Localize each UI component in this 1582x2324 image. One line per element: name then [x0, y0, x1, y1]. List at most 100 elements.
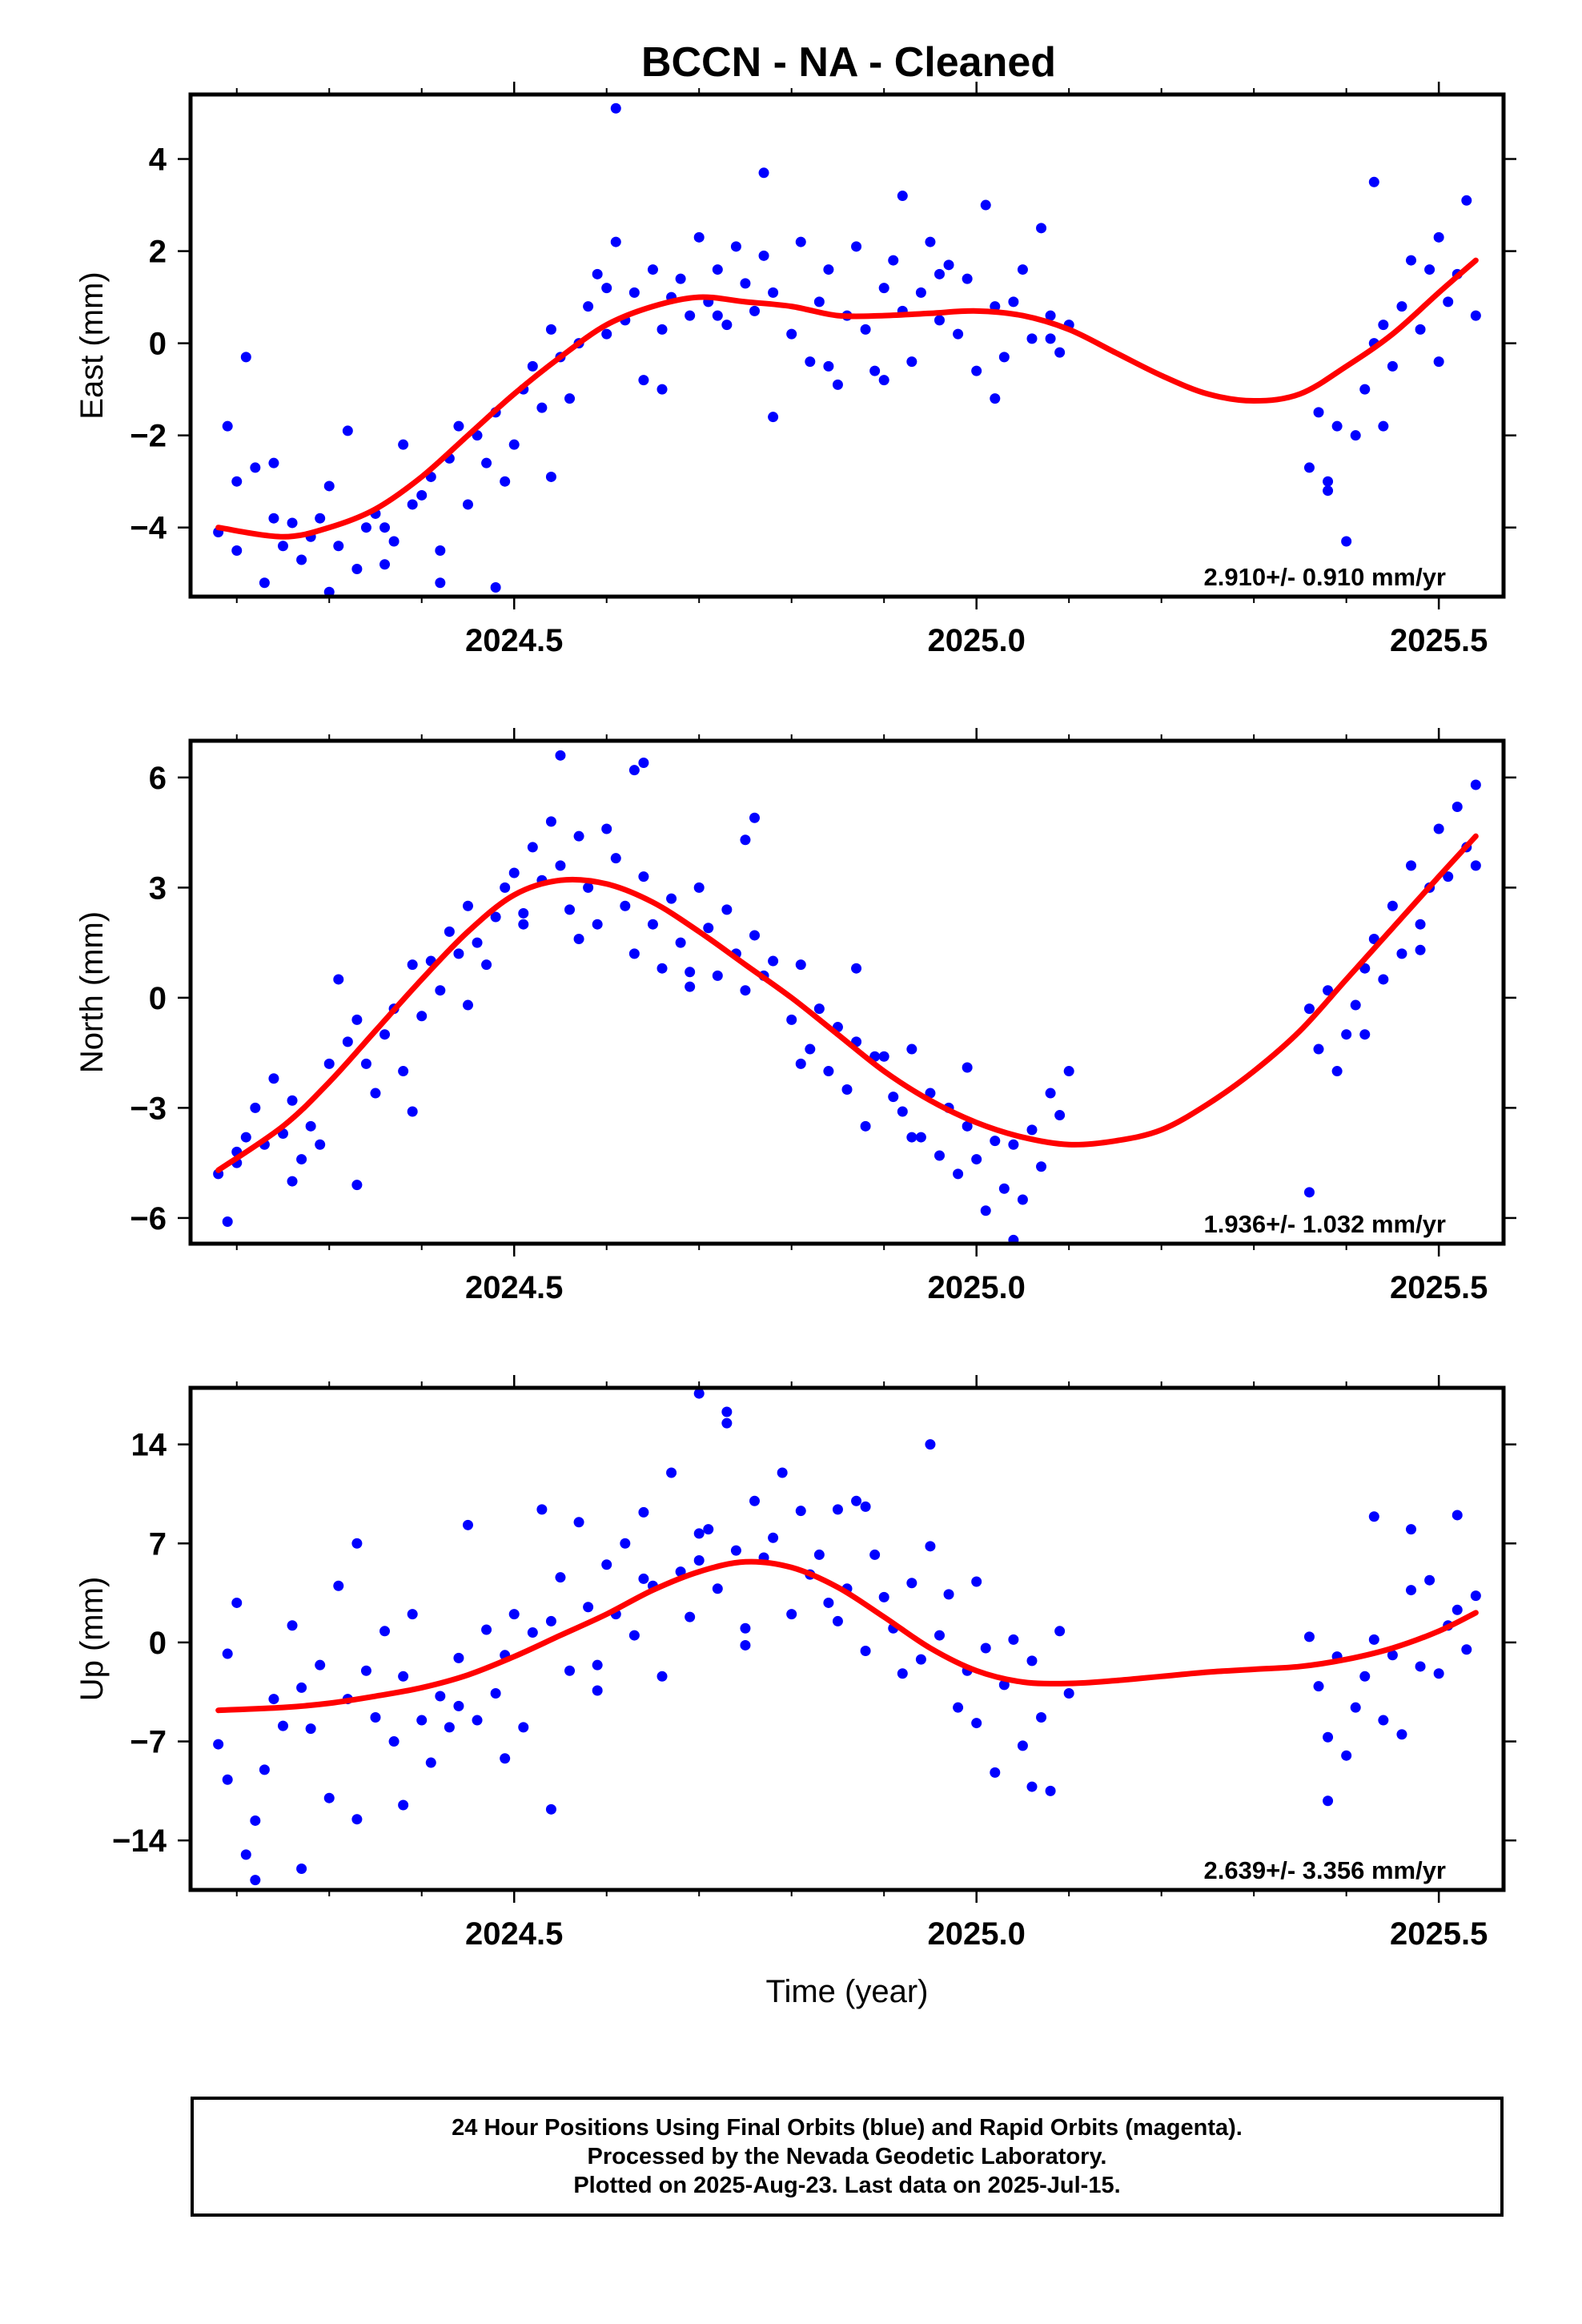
data-point — [583, 1602, 594, 1613]
data-point — [628, 1630, 640, 1641]
data-point — [527, 1627, 538, 1638]
footer-line-1: 24 Hour Positions Using Final Orbits (bl… — [452, 2115, 1243, 2141]
x-tick-label: 2025.5 — [1390, 623, 1488, 658]
data-point — [1396, 1729, 1407, 1740]
data-point — [601, 328, 612, 340]
data-point — [277, 541, 288, 552]
data-point — [231, 545, 243, 556]
data-point — [860, 1501, 871, 1512]
data-point — [1036, 223, 1047, 234]
data-point — [925, 1088, 936, 1099]
data-point — [508, 439, 520, 450]
data-point — [1017, 264, 1028, 275]
data-point — [638, 1573, 649, 1584]
fit-curve — [215, 257, 1479, 540]
data-point — [934, 1150, 945, 1161]
y-axis-label: East (mm) — [74, 271, 110, 419]
data-point — [675, 273, 686, 284]
x-axis-label: Time (year) — [766, 1974, 929, 2009]
data-point — [1443, 296, 1454, 308]
data-point — [545, 816, 556, 827]
data-point — [1387, 1650, 1398, 1661]
data-point — [795, 1506, 806, 1517]
data-point — [638, 871, 649, 883]
data-point — [1406, 860, 1417, 871]
data-point — [638, 758, 649, 769]
data-point — [1026, 333, 1038, 344]
data-point — [1406, 1524, 1417, 1535]
data-point — [832, 1615, 843, 1626]
data-point — [333, 541, 344, 552]
data-point — [453, 1652, 464, 1663]
data-point — [768, 1374, 778, 1385]
data-point — [675, 937, 686, 948]
x-tick-label: 2024.5 — [465, 1916, 563, 1952]
data-point — [573, 1517, 584, 1528]
data-point — [1017, 1740, 1028, 1751]
data-point — [1378, 1715, 1389, 1726]
data-point — [555, 860, 566, 871]
data-point — [786, 328, 797, 340]
data-point — [712, 970, 723, 981]
data-point — [971, 1718, 982, 1729]
data-point — [555, 1572, 566, 1583]
data-point — [407, 499, 418, 510]
y-tick-label: −7 — [130, 1725, 167, 1760]
data-point — [351, 1014, 363, 1025]
data-point — [915, 1654, 926, 1665]
data-point — [1313, 1043, 1324, 1055]
data-point — [758, 250, 769, 261]
data-point — [305, 1723, 316, 1735]
data-point — [500, 476, 511, 487]
data-point — [953, 328, 964, 340]
data-point — [628, 287, 640, 298]
data-point — [1008, 296, 1019, 308]
data-point — [259, 577, 270, 589]
data-point — [962, 273, 973, 284]
data-point — [592, 268, 603, 279]
data-point — [1026, 1124, 1038, 1136]
data-point — [628, 948, 640, 959]
data-point — [1303, 1003, 1315, 1015]
data-point — [333, 974, 344, 985]
y-tick-label: 14 — [131, 1428, 167, 1463]
y-tick-label: 0 — [149, 327, 167, 362]
data-point — [500, 882, 511, 893]
data-point — [693, 1388, 705, 1399]
data-point — [1350, 999, 1361, 1011]
data-point — [1415, 944, 1426, 955]
data-point — [878, 375, 889, 386]
data-point — [666, 893, 677, 904]
data-point — [518, 919, 529, 930]
data-point — [869, 365, 881, 376]
data-point — [1359, 384, 1371, 395]
data-point — [277, 1720, 288, 1731]
x-tick-label: 2025.5 — [1390, 1270, 1488, 1305]
data-point — [925, 1541, 936, 1552]
x-tick-label: 2025.0 — [928, 623, 1026, 658]
data-point — [1433, 356, 1444, 368]
data-point — [934, 268, 945, 279]
data-point — [786, 1014, 797, 1025]
data-point — [693, 1554, 705, 1566]
data-point — [462, 499, 473, 510]
data-point — [638, 375, 649, 386]
data-point — [287, 1620, 298, 1631]
data-point — [1331, 420, 1343, 432]
data-point — [685, 1611, 696, 1622]
data-point — [721, 904, 733, 915]
data-point — [777, 1467, 788, 1478]
data-point — [1341, 1750, 1352, 1761]
data-point — [508, 867, 520, 879]
data-point — [1368, 1511, 1379, 1522]
plot-frame — [188, 92, 1506, 599]
data-point — [592, 1685, 603, 1696]
y-tick-label: 7 — [149, 1526, 167, 1562]
data-point — [1036, 1161, 1047, 1172]
data-point — [351, 1180, 363, 1191]
data-point — [564, 1665, 576, 1676]
data-point — [962, 1120, 973, 1132]
data-point — [1433, 823, 1444, 834]
data-point — [897, 1106, 908, 1117]
